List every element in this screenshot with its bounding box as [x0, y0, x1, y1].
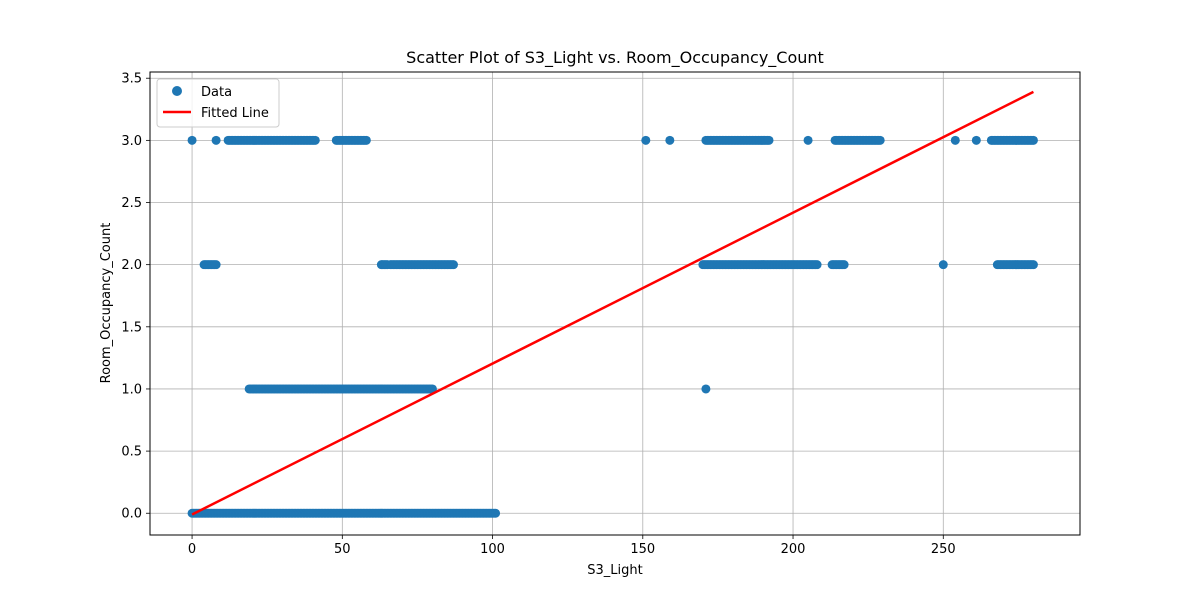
- legend-fitted-line-label: Fitted Line: [201, 106, 269, 121]
- y-tick-label: 0.5: [121, 445, 142, 460]
- data-point: [971, 135, 981, 145]
- x-tick-label: 150: [630, 542, 655, 557]
- x-tick-label: 50: [334, 542, 351, 557]
- legend-box: [156, 78, 280, 128]
- data-point: [427, 384, 437, 394]
- data-point: [448, 260, 458, 270]
- x-tick-label: 0: [188, 542, 196, 557]
- x-tick-label: 100: [480, 542, 505, 557]
- data-point: [361, 135, 371, 145]
- data-point: [211, 135, 221, 145]
- y-tick-label: 3.0: [121, 134, 142, 149]
- data-point: [641, 135, 651, 145]
- data-point: [812, 260, 822, 270]
- y-tick-label: 0.0: [121, 507, 142, 522]
- legend: Data Fitted Line: [156, 78, 280, 128]
- y-tick-label: 1.0: [121, 382, 142, 397]
- data-point: [310, 135, 320, 145]
- fitted-line: [191, 90, 1034, 516]
- data-point: [950, 135, 960, 145]
- data-point: [875, 135, 885, 145]
- y-tick-label: 1.5: [121, 320, 142, 335]
- data-point: [839, 260, 849, 270]
- y-tick-label: 3.5: [121, 72, 142, 87]
- data-point: [701, 384, 711, 394]
- chart-title: Scatter Plot of S3_Light vs. Room_Occupa…: [406, 48, 824, 68]
- y-tick-label: 2.0: [121, 258, 142, 273]
- data-point: [211, 260, 221, 270]
- data-point: [938, 260, 948, 270]
- data-point: [491, 508, 501, 518]
- data-point: [764, 135, 774, 145]
- x-axis-label: S3_Light: [587, 563, 642, 578]
- x-tick-label: 250: [931, 542, 956, 557]
- data-point: [803, 135, 813, 145]
- data-point: [1028, 260, 1038, 270]
- data-point: [665, 135, 675, 145]
- y-axis-label: Room_Occupancy_Count: [99, 223, 114, 384]
- legend-data-marker: [172, 86, 182, 96]
- ticks: 0 50 100 150 200 250 0.0 0.5 1.0 1.5 2.0 2.5 3.0 3.5: [121, 72, 955, 557]
- legend-data-label: Data: [201, 85, 232, 100]
- data-point: [187, 135, 197, 145]
- y-tick-label: 2.5: [121, 196, 142, 211]
- plot-area: [187, 90, 1038, 518]
- axes-frame: [149, 71, 1081, 536]
- x-tick-label: 200: [781, 542, 806, 557]
- data-point: [1028, 135, 1038, 145]
